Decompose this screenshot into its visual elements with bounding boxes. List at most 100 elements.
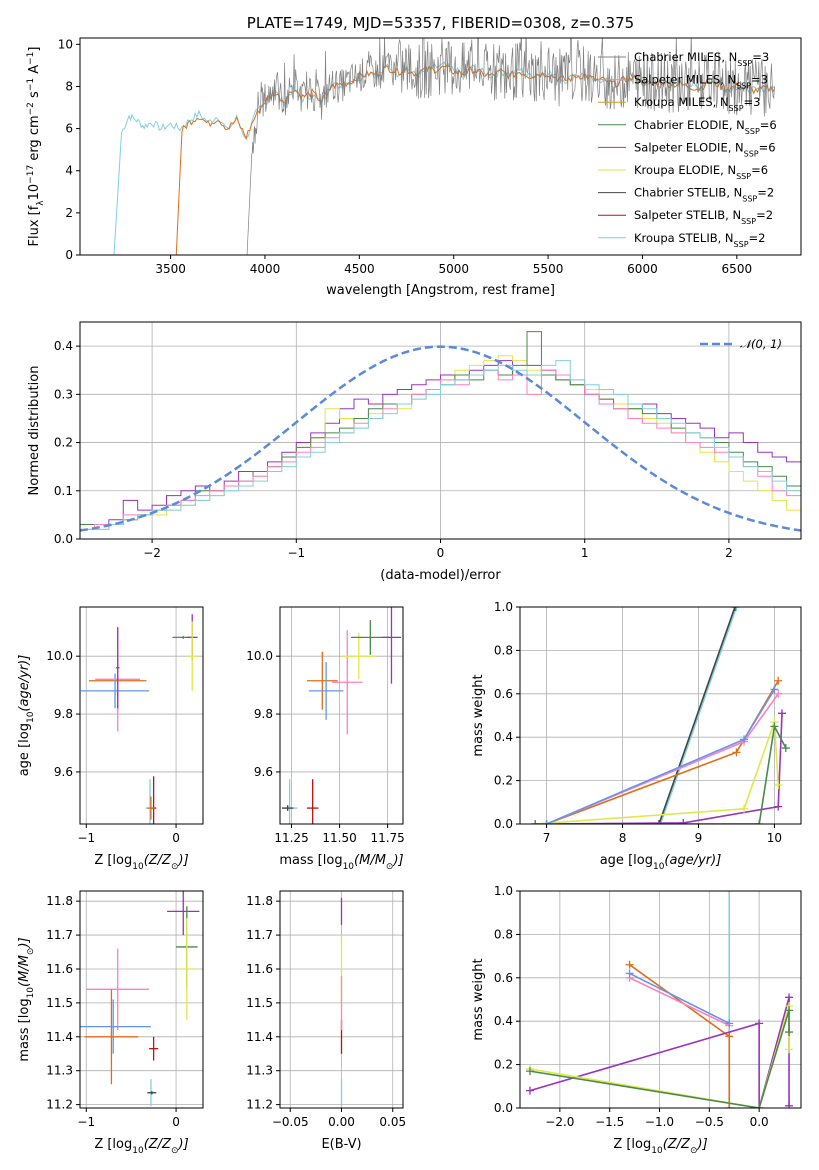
mass-vs-ebv-ytick-label: 11.4 [246,1030,273,1044]
spectrum-series-line [175,65,776,255]
weight-vs-z-marker [785,1028,794,1037]
residuals-legend-label: 𝒩(0, 1) [740,337,782,351]
mass-vs-ebv-xtick-label: −0.05 [272,1115,309,1129]
weight-vs-age-series-line [546,689,776,824]
mass-vs-ebv-axes: −0.05 0.00 0.05 11.2 11.3 11.4 11.5 11.6 11.7 11.… [246,890,406,1129]
mass-vs-z-ytick-label: 11.2 [46,1098,73,1112]
mass-vs-z-errorbar-point [177,918,196,1020]
weight-vs-age-series-line [535,723,787,824]
weight-vs-age-ytick-label: 0.2 [494,774,513,788]
spectrum-series-line [113,61,775,255]
age-vs-mass-xtick-label: 11.75 [370,831,404,845]
residuals-plot-area [80,331,801,539]
spectrum-ytick-label: 4 [65,164,73,178]
age-vs-z-axes: −1 0 9.6 9.8 10.0 [46,606,204,845]
weight-vs-age-axes: 7 8 9 10 0.0 0.2 0.4 0.6 0.8 1.0 [494,600,802,845]
age-vs-mass-errorbar-point [306,651,338,710]
weight-vs-age-marker [732,607,741,611]
weight-vs-age-series-line [546,680,779,824]
spectrum-frame [79,37,802,256]
age-vs-mass-errorbar-point [308,661,344,720]
mass-vs-z-ytick-label: 11.3 [46,1064,73,1078]
age-vs-z-errorbar-point [147,796,155,820]
weight-vs-age-series-line [535,721,780,824]
mass-vs-z-xtick-label: 0 [172,1115,180,1129]
weight-vs-age-plot-area [531,607,790,824]
mass-vs-z-errorbar-point [149,1036,159,1061]
mass-vs-z-ytick-label: 11.6 [46,962,73,976]
spectrum-plot-area [113,38,776,255]
residuals-xtick-label: −1 [287,546,305,560]
legend-entry-label: Chabrier ELODIE, NSSP=6 [634,118,777,136]
age-vs-mass-plot-area [281,607,402,824]
residuals-ytick-label: 0.0 [54,532,73,546]
mass-vs-ebv-xtick-label: 0.05 [379,1115,406,1129]
spectrum-ytick-label: 0 [65,248,73,262]
age-vs-z-ytick-label: 9.6 [54,765,73,779]
residuals-xtick-label: −2 [143,546,161,560]
mass-vs-z-axes: −1 0 11.2 11.3 11.4 11.5 11.6 11.7 11.8 [46,890,204,1129]
residuals-xlabel: (data-model)/error [380,568,501,583]
residuals-ytick-label: 0.2 [54,436,73,450]
weight-vs-age-marker [740,735,749,744]
spectrum-ytick-label: 6 [65,122,73,136]
weight-vs-z-ylabel: mass weight [471,958,486,1040]
weight-vs-z-series-line [529,1010,790,1108]
legend-entry-label: Kroupa MILES, NSSP=3 [634,95,760,113]
weight-vs-z-xtick-label: −1.0 [645,1115,674,1129]
weight-vs-z-marker [785,1101,794,1108]
mass-vs-ebv-xlabel: E(B-V) [321,1137,361,1152]
weight-vs-age-marker [770,685,779,694]
weight-vs-age-marker [774,802,783,811]
mass-vs-z-ylabel: mass [log10(M/M⊙)] [17,937,36,1061]
weight-vs-age-frame [519,606,802,825]
mass-vs-z-ytick-label: 11.8 [46,894,73,908]
age-vs-mass-frame [279,606,404,825]
weight-vs-z-marker [785,1006,794,1015]
mass-vs-ebv-ytick-label: 11.7 [246,928,273,942]
spectrum-ylabel: Flux [fλ10−17 erg cm−2 s−1 A−1] [26,47,46,247]
weight-vs-z-marker [755,1104,764,1108]
residuals-xtick-label: 1 [581,546,589,560]
spectrum-xtick-label: 5000 [438,262,469,276]
spectrum-xlabel: wavelength [Angstrom, rest frame] [326,283,555,298]
weight-vs-z-marker [625,969,634,978]
age-vs-z-xtick-label: −1 [77,831,95,845]
weight-vs-z-marker [625,960,634,969]
residuals-histogram-step [80,369,801,539]
weight-vs-age-marker [732,748,741,757]
weight-vs-z-plot-area [525,891,794,1108]
weight-vs-age-marker [774,780,783,789]
weight-vs-age-marker [781,744,790,753]
weight-vs-z-marker [725,1032,734,1041]
weight-vs-age-ytick-label: 1.0 [494,600,513,614]
weight-vs-age-ytick-label: 0.0 [494,817,513,831]
weight-vs-z-marker [725,1104,734,1108]
mass-vs-ebv-ytick-label: 11.5 [246,996,273,1010]
weight-vs-age-marker [542,820,551,824]
mass-vs-z-ytick-label: 11.5 [46,996,73,1010]
weight-vs-z-ytick-label: 0.8 [494,927,513,941]
mass-vs-z-errorbar-point [86,948,150,1031]
spectrum-ytick-label: 2 [65,206,73,220]
mass-vs-z-xtick-label: −1 [77,1115,95,1129]
age-vs-mass-ytick-label: 10.0 [246,649,273,663]
spectrum-xtick-label: 4500 [344,262,375,276]
weight-vs-z-xtick-label: 0.0 [750,1115,769,1129]
mass-vs-z-xlabel: Z [log10(Z/Z⊙)] [94,1137,188,1156]
weight-vs-age-marker [740,804,749,813]
residuals-histogram-step [80,360,801,539]
legend-entry-label: Kroupa ELODIE, NSSP=6 [634,163,768,181]
residuals-ylabel: Normed distribution [27,366,42,496]
age-vs-mass-errorbar-point [331,630,363,735]
age-vs-z-xtick-label: 0 [172,831,180,845]
weight-vs-age-marker [679,818,688,824]
mass-vs-z-frame [79,890,204,1109]
age-vs-z-ytick-label: 10.0 [46,649,73,663]
age-vs-mass-errorbar-point [306,779,319,824]
weight-vs-age-marker [774,689,783,698]
mass-vs-ebv-xtick-label: 0.00 [328,1115,355,1129]
spectrum-xtick-label: 4000 [250,262,281,276]
weight-vs-z-marker [525,1086,534,1095]
